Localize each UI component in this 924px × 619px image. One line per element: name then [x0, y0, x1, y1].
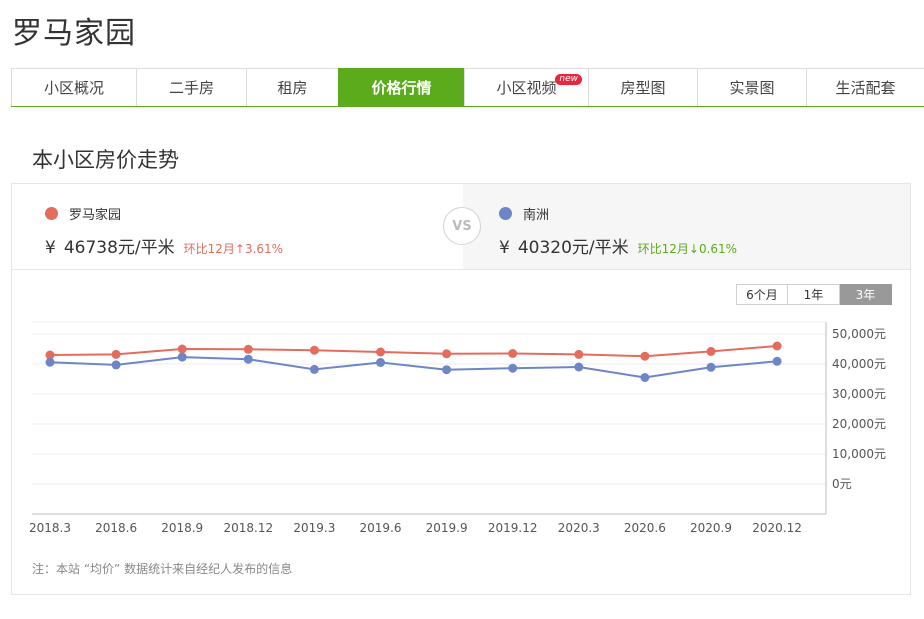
compare-panel: 罗马家园 ¥ 46738元/平米 环比12月↑3.61% VS 南洲 ¥ 403… — [12, 184, 910, 270]
y-tick-label: 10,000元 — [832, 447, 886, 461]
data-point — [706, 362, 716, 372]
range-3-years-button[interactable]: 3年 — [840, 284, 892, 305]
tab-label: 二手房 — [168, 79, 214, 97]
data-point — [574, 362, 584, 372]
x-tick-label: 2018.9 — [161, 521, 203, 535]
data-point — [177, 352, 187, 362]
data-point — [111, 360, 121, 370]
series-dot-icon — [45, 207, 58, 220]
data-point — [508, 363, 518, 373]
data-point — [772, 356, 782, 366]
tab-amenities[interactable]: 生活配套 — [806, 68, 924, 106]
data-point — [309, 345, 319, 355]
data-point — [640, 351, 650, 361]
range-1-year-button[interactable]: 1年 — [788, 284, 840, 305]
data-point — [640, 373, 650, 382]
data-point — [111, 349, 121, 359]
y-tick-label: 30,000元 — [832, 387, 886, 401]
tab-label: 小区视频 — [496, 79, 557, 97]
x-tick-label: 2019.3 — [293, 521, 335, 535]
tab-second-hand[interactable]: 二手房 — [136, 68, 246, 106]
data-point — [508, 349, 518, 358]
data-point — [45, 350, 55, 360]
x-tick-label: 2018.3 — [29, 521, 71, 535]
community-name: 罗马家园 — [69, 208, 122, 223]
y-tick-label: 50,000元 — [832, 327, 886, 341]
tab-bar: 小区概况 二手房 租房 价格行情 小区视频 new 房型图 实景图 生活配套 — [11, 68, 924, 107]
avg-price: 46738元/平米 — [63, 238, 175, 258]
avg-price: 40320元/平米 — [517, 238, 629, 258]
data-point — [706, 346, 716, 356]
x-tick-label: 2019.9 — [426, 521, 468, 535]
series-line — [49, 356, 778, 379]
tab-photos[interactable]: 实景图 — [697, 68, 806, 106]
price-line-chart: 50,000元 40,000元 30,000元 20,000元 10,000元 0元 201… — [29, 321, 886, 535]
x-tick-label: 2019.12 — [488, 521, 538, 535]
data-point — [442, 349, 452, 359]
tab-video[interactable]: 小区视频 new — [464, 68, 588, 106]
x-tick-label: 2020.3 — [558, 521, 600, 535]
tab-label: 实景图 — [729, 79, 775, 97]
footnote: 注：本站 “均价” 数据统计来自经纪人发布的信息 — [32, 562, 293, 576]
compare-left: 罗马家园 ¥ 46738元/平米 环比12月↑3.61% — [45, 204, 283, 258]
x-tick-label: 2019.6 — [360, 521, 402, 535]
tab-rent[interactable]: 租房 — [246, 68, 338, 106]
tab-overview[interactable]: 小区概况 — [11, 68, 136, 106]
tab-price-trend[interactable]: 价格行情 — [338, 68, 464, 106]
price-change: 环比12月↑3.61% — [183, 242, 284, 256]
x-tick-label: 2018.6 — [95, 521, 137, 535]
tab-floor-plan[interactable]: 房型图 — [588, 68, 697, 106]
series-line — [49, 345, 778, 358]
tab-label: 小区概况 — [43, 79, 104, 97]
price-change: 环比12月↓0.61% — [637, 242, 738, 256]
data-point — [376, 347, 385, 357]
data-point — [177, 344, 187, 354]
data-point — [442, 365, 452, 375]
y-tick-label: 20,000元 — [832, 417, 886, 431]
x-tick-label: 2020.12 — [752, 521, 802, 535]
data-point — [309, 364, 319, 374]
range-6-months-button[interactable]: 6个月 — [736, 284, 788, 305]
x-tick-label: 2018.12 — [223, 521, 273, 535]
compare-right: 南洲 ¥ 40320元/平米 环比12月↓0.61% — [499, 204, 737, 258]
compare-right-bg — [463, 184, 910, 269]
currency-symbol: ¥ — [499, 238, 510, 258]
x-tick-label: 2020.9 — [690, 521, 732, 535]
vs-badge: VS — [443, 207, 481, 245]
x-tick-label: 2020.6 — [624, 521, 666, 535]
y-tick-label: 0元 — [832, 477, 852, 491]
currency-symbol: ¥ — [45, 238, 56, 258]
data-point — [243, 344, 253, 354]
page-title: 罗马家园 — [12, 16, 136, 51]
price-trend-card: 罗马家园 ¥ 46738元/平米 环比12月↑3.61% VS 南洲 ¥ 403… — [11, 183, 911, 595]
tab-label: 租房 — [277, 79, 308, 97]
compare-area-name: 南洲 — [523, 208, 550, 223]
range-selector: 6个月 1年 3年 — [736, 284, 892, 305]
section-title: 本小区房价走势 — [32, 148, 179, 172]
data-point — [243, 354, 253, 364]
new-badge: new — [555, 74, 582, 85]
tab-label: 房型图 — [620, 79, 666, 97]
y-tick-label: 40,000元 — [832, 357, 886, 371]
series-dot-icon — [499, 207, 512, 220]
data-point — [574, 349, 584, 359]
data-point — [45, 357, 55, 367]
tab-label: 生活配套 — [835, 79, 896, 97]
data-point — [376, 358, 385, 367]
data-point — [772, 341, 782, 351]
tab-label: 价格行情 — [371, 79, 432, 97]
